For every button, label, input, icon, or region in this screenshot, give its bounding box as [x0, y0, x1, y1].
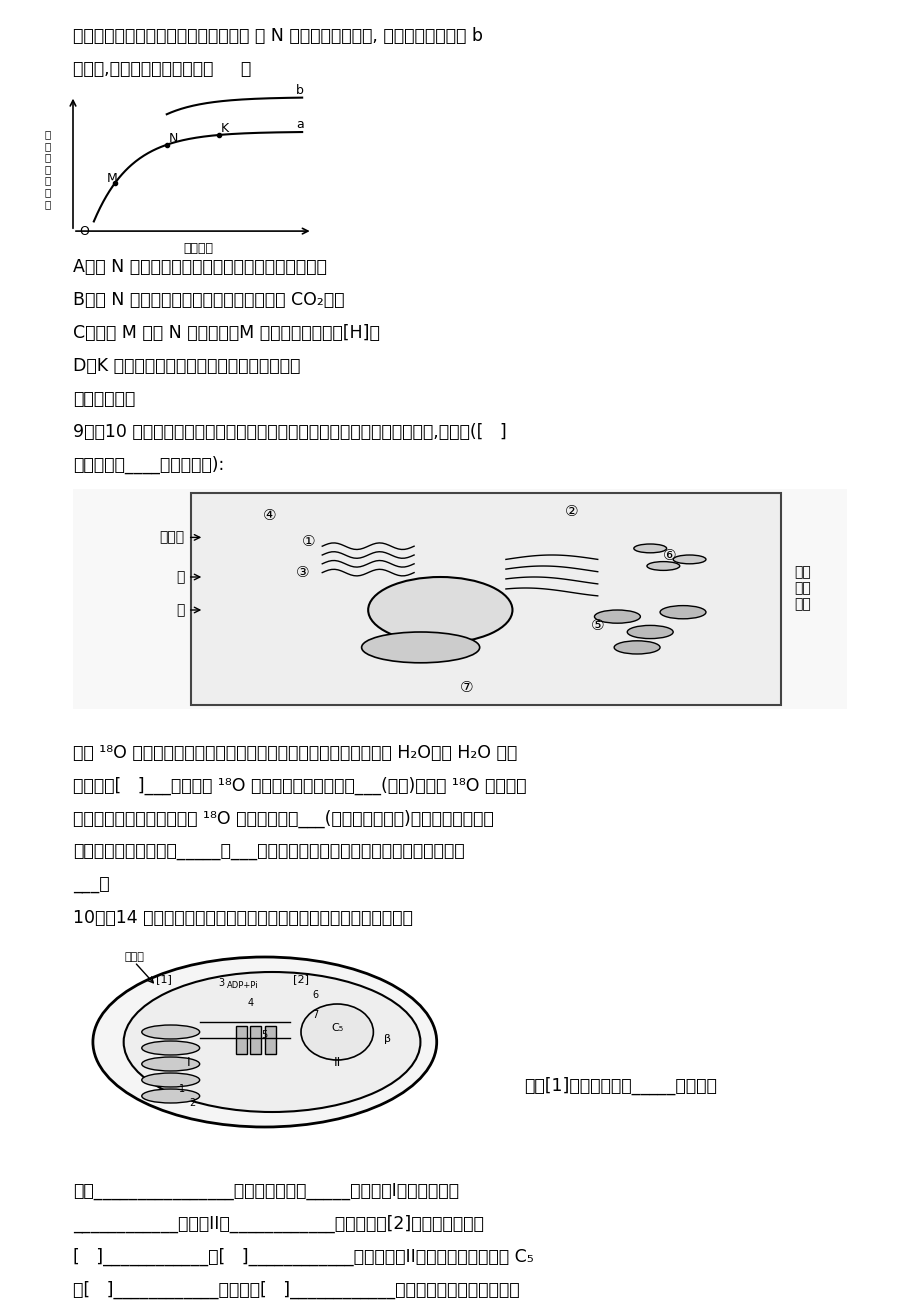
Text: 2: 2: [189, 1098, 196, 1108]
Ellipse shape: [659, 605, 705, 618]
Text: [2]: [2]: [292, 974, 309, 984]
Bar: [191, 493, 780, 704]
Text: A．在 N 点时改变的某种条件可能是适当提高了温度: A．在 N 点时改变的某种条件可能是适当提高了温度: [73, 258, 326, 276]
Ellipse shape: [673, 555, 705, 564]
Text: 6: 6: [312, 990, 318, 1000]
Text: ⑥: ⑥: [663, 548, 676, 562]
Text: 光
合
作
用
合
成
量: 光 合 作 用 合 成 量: [45, 129, 51, 208]
Text: 碘: 碘: [176, 570, 185, 585]
Ellipse shape: [368, 577, 512, 643]
Text: 4: 4: [247, 999, 253, 1008]
Text: 布有________________，在活细胞中呈_____色。图中I为光合作用的: 布有________________，在活细胞中呈_____色。图中I为光合作用…: [73, 1182, 459, 1200]
Ellipse shape: [633, 544, 666, 553]
Text: D．K 点时光合作用的限制因素可能是光照强度: D．K 点时光合作用的限制因素可能是光照强度: [73, 357, 300, 375]
Text: M: M: [107, 172, 117, 185]
Text: II: II: [334, 1056, 340, 1069]
Text: 甲球
状蛋
腺白: 甲球 状蛋 腺白: [794, 565, 811, 611]
Ellipse shape: [627, 625, 673, 638]
Ellipse shape: [301, 1004, 373, 1060]
Bar: [235, 1026, 246, 1055]
Text: 二、非选择题: 二、非选择题: [73, 391, 135, 408]
Ellipse shape: [142, 1057, 199, 1072]
Text: 7: 7: [312, 1010, 318, 1019]
Text: ①: ①: [302, 534, 315, 549]
Text: [   ]____________和[   ]____________，后者用于II阶段的反应。图中由 C₅: [ ]____________和[ ]____________，后者用于II阶段…: [73, 1249, 533, 1267]
Text: ADP+Pi: ADP+Pi: [227, 980, 258, 990]
Ellipse shape: [142, 1025, 199, 1039]
Text: 氨基酸: 氨基酸: [159, 530, 185, 544]
Text: I: I: [187, 1056, 190, 1069]
Text: 水: 水: [176, 603, 185, 617]
Text: 细胞的运输方式依次为_____和___；细胞合成的甲状腺球蛋白运出细胞的方式为: 细胞的运输方式依次为_____和___；细胞合成的甲状腺球蛋白运出细胞的方式为: [73, 842, 464, 861]
Text: C．图中 M 点与 N 点相比较，M 点时叶绿体产生的[H]少: C．图中 M 点与 N 点相比较，M 点时叶绿体产生的[H]少: [73, 324, 380, 342]
Text: 1: 1: [178, 1085, 185, 1094]
Text: K: K: [221, 122, 229, 135]
Text: β: β: [384, 1034, 391, 1044]
Text: 与[   ]____________结合形成[   ]____________，再经过一系列复杂过程最: 与[ ]____________结合形成[ ]____________，再经过一…: [73, 1281, 519, 1299]
Text: 9．（10 分）下图是人体甲状腺细胞摄取原料合成甲状腺球蛋白的基本过程,试回答([   ]: 9．（10 分）下图是人体甲状腺细胞摄取原料合成甲状腺球蛋白的基本过程,试回答(…: [73, 423, 506, 441]
Text: 5: 5: [261, 1030, 267, 1040]
Ellipse shape: [614, 641, 659, 654]
Text: 3: 3: [218, 978, 224, 988]
Ellipse shape: [361, 631, 479, 663]
Text: 若含 ¹⁸O 的氨基酸在甲状腺细胞内合成甲状腺球蛋白过程中产生了 H₂O，则 H₂O 的生: 若含 ¹⁸O 的氨基酸在甲状腺细胞内合成甲状腺球蛋白过程中产生了 H₂O，则 H…: [73, 743, 516, 762]
Text: 图中[1]的结构名称是_____，上面分: 图中[1]的结构名称是_____，上面分: [524, 1077, 717, 1095]
Bar: [250, 1026, 261, 1055]
Text: 太阳能: 太阳能: [124, 952, 144, 962]
Text: 10．（14 分）下图为叶绿体中光合作用过程示意图，请回答下列问题: 10．（14 分）下图为叶绿体中光合作用过程示意图，请回答下列问题: [73, 909, 413, 927]
Ellipse shape: [142, 1073, 199, 1087]
Ellipse shape: [594, 611, 640, 624]
Text: ___。: ___。: [73, 876, 109, 894]
Text: [1]: [1]: [155, 974, 171, 984]
Ellipse shape: [646, 561, 679, 570]
Text: ②: ②: [564, 504, 578, 518]
Text: 基酸培养上图细胞，则出现 ¹⁸O 的部位依次为___(用图中序号回答)。其中碘和水进入: 基酸培养上图细胞，则出现 ¹⁸O 的部位依次为___(用图中序号回答)。其中碘和…: [73, 810, 494, 828]
Ellipse shape: [93, 957, 437, 1128]
Text: 光照强度的变化光合作用合成量的变化 在 N 点时改变某种条件, 结果发生了如曲线 b: 光照强度的变化光合作用合成量的变化 在 N 点时改变某种条件, 结果发生了如曲线…: [73, 27, 482, 46]
Text: ⑦: ⑦: [460, 680, 473, 694]
Text: b: b: [296, 83, 303, 96]
Text: N: N: [169, 132, 178, 145]
Text: 光照强度: 光照强度: [183, 242, 213, 255]
Text: B．在 N 点时改变的某种条件可能是增加了 CO₂浓度: B．在 N 点时改变的某种条件可能是增加了 CO₂浓度: [73, 292, 344, 309]
Text: ④: ④: [263, 508, 277, 523]
Ellipse shape: [142, 1088, 199, 1103]
Text: 中填序号，____上填写名称):: 中填序号，____上填写名称):: [73, 456, 224, 474]
Text: ⑤: ⑤: [590, 618, 604, 633]
Text: 成部位是[   ]___；水中的 ¹⁸O 最可能来自于氨基酸的___(基团)。用含 ¹⁸O 标记的氨: 成部位是[ ]___；水中的 ¹⁸O 最可能来自于氨基酸的___(基团)。用含 …: [73, 777, 526, 796]
Text: a: a: [296, 118, 303, 132]
Ellipse shape: [142, 1042, 199, 1055]
Text: O: O: [79, 225, 89, 238]
Text: 的变化,下列分析不正确的是（     ）: 的变化,下列分析不正确的是（ ）: [73, 60, 251, 78]
Bar: [265, 1026, 276, 1055]
Text: C₅: C₅: [331, 1023, 343, 1032]
Ellipse shape: [123, 973, 420, 1112]
Text: ③: ③: [295, 565, 309, 581]
Text: ____________阶段；II为____________阶段。图中[2]在光下被分解为: ____________阶段；II为____________阶段。图中[2]在光…: [73, 1215, 483, 1233]
